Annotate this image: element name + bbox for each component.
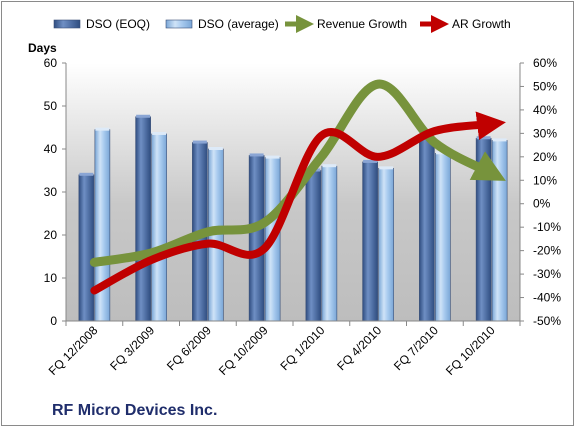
bar-dso-average [378,168,394,322]
bar-dso-eoq [135,116,151,322]
y-axis-right-tick-label: -30% [533,267,561,281]
y-axis-left-tick-label: 40 [44,142,58,156]
y-axis-right-tick-label: 50% [533,79,557,93]
lines-group [89,79,506,295]
y-axis-right-tick-label: 10% [533,173,557,187]
legend-label: AR Growth [452,17,511,31]
y-axis-right-tick-label: -40% [533,291,561,305]
bar-top-cap [152,131,167,135]
bar-top-cap [322,164,337,168]
series-line-ar-growth [90,111,506,295]
y-axis-right-tick-label: -10% [533,220,561,234]
y-axis-right-tick-label: 60% [533,56,557,70]
bar-top-cap [192,140,207,144]
bar-dso-eoq [78,174,95,322]
bar-dso-average [321,165,338,322]
y-axis-right-tick-label: -20% [533,244,561,258]
bar-top-cap [363,159,378,163]
bar-dso-average [491,140,508,322]
y-axis-left-tick-label: 20 [44,228,58,242]
bar-dso-average [151,133,167,322]
bars-group [78,114,508,322]
bar-dso-eoq [248,155,265,322]
bar-top-cap [492,138,507,142]
y-axis-left: 0 10 20 30 40 50 60 [44,56,67,328]
y-axis-right-tick-label: 20% [533,150,557,164]
bar-dso-eoq [419,137,435,322]
bar-top-cap [265,155,280,159]
y-axis-right: -50% -40% -30% -20% -10% 0% 10% 20% 30% 40% 50% 60% [519,56,561,328]
bar-top-cap [476,136,491,140]
legend-swatch-dso-eoq [53,19,81,29]
bar-dso-average [435,153,451,322]
legend-swatch-dso-average [165,19,193,29]
bar-top-cap [136,114,151,118]
y-axis-right-tick-label: 0% [533,197,551,211]
legend-label: DSO (average) [198,17,279,31]
y-axis-left-tick-label: 30 [44,185,58,199]
y-axis-left-tick-label: 60 [44,56,58,70]
legend-label: DSO (EOQ) [86,17,150,31]
y-axis-left-tick-label: 10 [44,271,58,285]
bar-top-cap [379,166,394,170]
bar-top-cap [208,147,223,150]
y-axis-left-tick-label: 50 [44,99,58,113]
bar-top-cap [95,127,110,131]
y-axis-right-tick-label: 30% [533,126,557,140]
bar-dso-eoq [305,170,322,322]
bar-top-cap [249,153,264,157]
y-axis-right-tick-label: -50% [533,314,561,328]
bar-top-cap [79,172,94,176]
y-axis-left-tick-label: 0 [50,314,57,328]
legend-label: Revenue Growth [317,17,407,31]
legend: DSO (EOQ) DSO (average) Revenue Growth AR G… [53,15,511,33]
series-line-revenue-growth [89,79,506,267]
y-axis-right-tick-label: 40% [533,103,557,117]
y-axis-left-title: Days [28,41,57,55]
chart-title: RF Micro Devices Inc. [52,402,217,419]
bar-dso-eoq [362,161,378,322]
